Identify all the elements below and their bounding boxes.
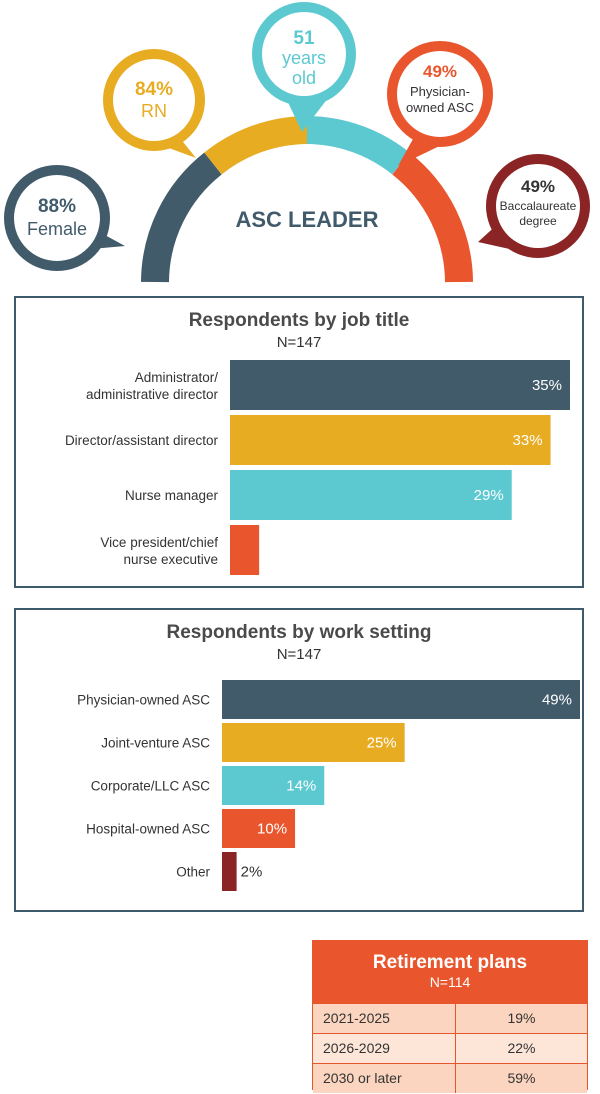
retirement-percent: 59% [507, 1070, 536, 1086]
value-label: 35% [532, 377, 562, 394]
bubble-female-label: Female [27, 219, 87, 239]
bar [222, 766, 325, 805]
arc-segment-gold [204, 116, 308, 175]
category-label: Other [176, 865, 210, 880]
retirement-plans-header: Retirement plans N=114 [313, 941, 587, 1003]
category-label: Vice president/chief [100, 535, 218, 550]
work-setting-panel: Respondents by work setting N=147 Physic… [14, 608, 584, 912]
bubble-age-tail [286, 98, 328, 132]
bubble-physician-owned-label-line2: owned ASC [406, 100, 474, 115]
value-label: 33% [513, 432, 543, 449]
bubble-rn-label: RN [141, 101, 167, 121]
value-label: 2% [241, 864, 263, 881]
retirement-plans-table: Retirement plans N=114 2021-2025 19% 202… [312, 940, 588, 1093]
retirement-period: 2026-2029 [313, 1034, 456, 1063]
job-title-chart-n: N=147 [276, 334, 322, 351]
category-label: Administrator/ [135, 370, 219, 385]
category-label: nurse executive [123, 552, 218, 567]
category-label: Physician-owned ASC [77, 693, 210, 708]
asc-leader-graphic: ASC LEADER 88% Female 84% RN 51 years ol… [4, 2, 590, 283]
retirement-plans-rows: 2021-2025 19% 2026-2029 22% 2030 or late… [313, 1003, 587, 1093]
bubble-rn: 84% RN [103, 49, 205, 158]
retirement-percent: 19% [507, 1010, 536, 1026]
bar [222, 723, 405, 762]
work-setting-chart-n: N=147 [276, 646, 322, 663]
bubble-physician-owned-core [397, 51, 483, 137]
value-label: 49% [542, 692, 572, 709]
bubble-age-label-line2: old [292, 68, 316, 88]
bar [222, 852, 237, 891]
bubble-physician-owned-value: 49% [423, 62, 457, 81]
bubble-baccalaureate: 49% Baccalaureate degree [478, 154, 590, 258]
value-label: 10% [257, 821, 287, 838]
bar [222, 680, 580, 719]
bubble-rn-value: 84% [135, 79, 173, 100]
bubble-age-label-line1: years [282, 48, 326, 68]
retirement-period: 2021-2025 [313, 1004, 456, 1033]
table-row: 2026-2029 22% [313, 1033, 587, 1063]
bubble-baccalaureate-label-line2: degree [519, 214, 557, 228]
center-label: ASC LEADER [235, 207, 378, 232]
job-title-panel: Respondents by job title N=147 Administr… [14, 296, 584, 588]
value-label: 14% [286, 778, 316, 795]
category-label: administrative director [86, 387, 219, 402]
value-label: 29% [474, 487, 504, 504]
value-label: 25% [367, 735, 397, 752]
retirement-period: 2030 or later [313, 1064, 456, 1093]
arc-segment-teal [306, 116, 410, 175]
category-label: Director/assistant director [65, 433, 219, 448]
arc-segment-orange [392, 152, 473, 283]
category-label: Hospital-owned ASC [86, 822, 210, 837]
category-label: Nurse manager [125, 488, 219, 503]
bubble-age-core [262, 12, 346, 96]
category-label: Joint-venture ASC [101, 736, 210, 751]
retirement-plans-title: Retirement plans [372, 952, 528, 973]
bubble-baccalaureate-value: 49% [521, 177, 555, 196]
value-label: 3% [263, 542, 285, 559]
bubble-baccalaureate-core [496, 164, 580, 248]
bar [230, 470, 512, 520]
job-title-chart-title: Respondents by job title [188, 310, 410, 331]
table-row: 2021-2025 19% [313, 1003, 587, 1033]
category-label: Corporate/LLC ASC [91, 779, 211, 794]
bubble-rn-core [113, 59, 195, 141]
work-setting-chart-title: Respondents by work setting [166, 622, 432, 643]
bar [222, 809, 296, 848]
table-row: 2030 or later 59% [313, 1063, 587, 1093]
bubble-physician-owned: 49% Physician- owned ASC [387, 41, 493, 166]
retirement-percent: 22% [507, 1040, 536, 1056]
bubble-age: 51 years old [252, 2, 356, 132]
bubble-female-value: 88% [38, 196, 76, 217]
bubble-female-core [14, 175, 100, 261]
bar [230, 415, 551, 465]
bubble-baccalaureate-label-line1: Baccalaureate [500, 199, 577, 213]
work-setting-bar-chart: Physician-owned ASC 49% Joint-venture ASC 2… [77, 680, 580, 891]
retirement-plans-n: N=114 [429, 974, 471, 990]
bubble-physician-owned-label-line1: Physician- [410, 84, 470, 99]
bar [230, 525, 260, 575]
bar [230, 360, 570, 410]
job-title-bar-chart: Administrator/administrative director 35%… [65, 360, 570, 575]
bubble-female: 88% Female [4, 165, 125, 271]
bubble-age-value: 51 [293, 28, 315, 49]
arc-segment-slate [141, 152, 222, 283]
